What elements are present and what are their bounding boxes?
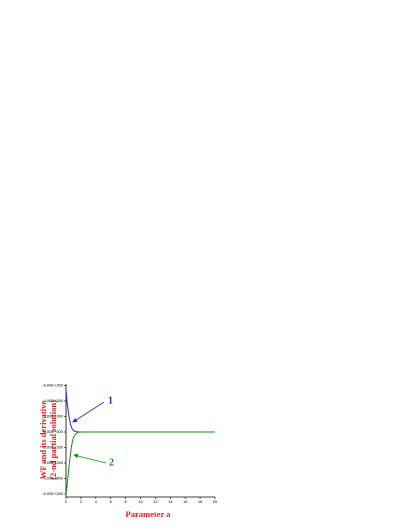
y-tick-label: 6,00E+260: [44, 383, 64, 388]
y-tick-label: 4,00E+260: [44, 398, 64, 403]
y-axis-title: WF and its derivative: [38, 401, 48, 480]
x-tick-label: 18: [198, 499, 203, 504]
x-tick-label: 4: [95, 499, 98, 504]
x-tick-label: 12: [153, 499, 158, 504]
y-tick-label: -6,00E+260: [42, 475, 64, 480]
line: [65, 389, 81, 433]
x-tick-label: 8: [124, 499, 127, 504]
y-axis-title: (2-nd partial solution): [48, 400, 58, 480]
y-tick-label: -4,00E+260: [42, 460, 64, 465]
y-tick-label: 2,00E+260: [44, 414, 64, 419]
line: [65, 431, 215, 494]
y-tick-label: -8,00E+260: [42, 491, 64, 496]
arrow: [73, 453, 107, 464]
arrow: [72, 401, 105, 423]
x-tick-label: 20: [213, 499, 218, 504]
annotation: 1: [108, 395, 113, 406]
annotation: 2: [109, 457, 114, 468]
x-tick-label: 2: [80, 499, 83, 504]
x-axis-title: Parameter a: [126, 509, 172, 519]
y-tick-label: 0,00E+000: [44, 429, 64, 434]
x-tick-label: 0: [65, 499, 68, 504]
x-tick-label: 14: [168, 499, 173, 504]
y-tick-label: -2,00E+260: [42, 445, 64, 450]
x-tick-label: 16: [183, 499, 188, 504]
x-tick-label: 10: [138, 499, 143, 504]
x-tick-label: 6: [110, 499, 113, 504]
